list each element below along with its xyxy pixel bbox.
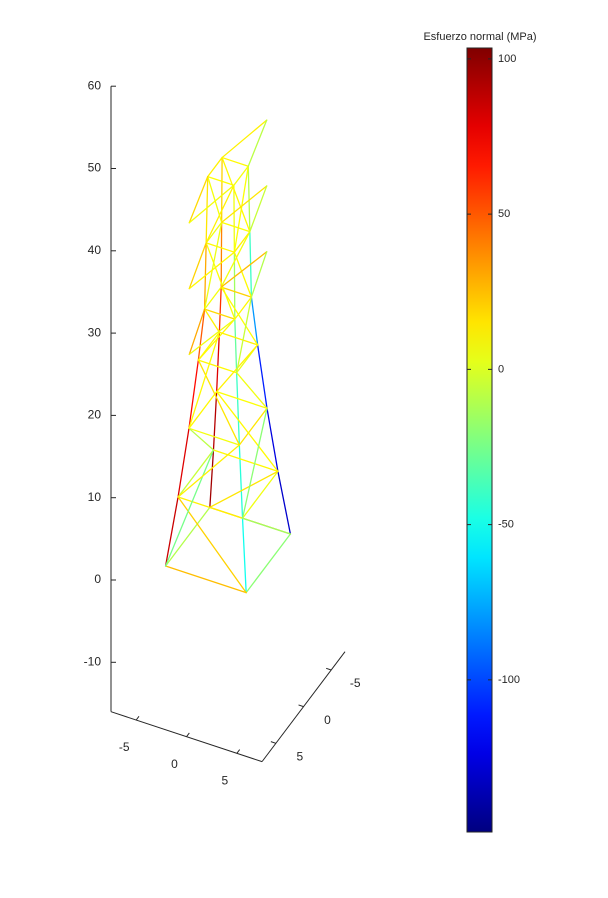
x-tick	[136, 716, 139, 720]
member	[219, 332, 257, 345]
colorbar-tick-label: -50	[498, 519, 514, 531]
member	[222, 120, 267, 157]
member	[213, 392, 216, 450]
y-tick-label: 5	[297, 749, 304, 763]
member	[243, 518, 247, 592]
member	[189, 428, 213, 450]
member	[243, 518, 291, 534]
y-tick-label: -5	[350, 676, 361, 690]
colorbar-label: Esfuerzo normal (MPa)	[423, 31, 536, 43]
y-tick	[271, 742, 276, 744]
member	[178, 445, 239, 497]
member	[206, 243, 234, 252]
member	[222, 158, 248, 167]
x-tick-label: 5	[222, 773, 229, 787]
x-tick-label: 0	[171, 757, 178, 771]
colorbar-tick-label: 0	[498, 363, 504, 375]
member	[239, 445, 242, 518]
z-tick-label: 30	[88, 325, 102, 339]
member	[178, 450, 213, 497]
member	[267, 408, 278, 471]
colorbar-tick-label: 100	[498, 53, 516, 65]
member	[246, 534, 290, 593]
colorbar	[467, 48, 492, 832]
z-tick-label: -10	[84, 654, 102, 668]
member	[205, 222, 222, 309]
z-tick-label: 50	[88, 161, 102, 175]
z-tick-label: 60	[88, 78, 102, 92]
member	[198, 319, 234, 360]
y-tick	[299, 705, 304, 707]
member	[166, 566, 247, 593]
member	[217, 392, 278, 472]
member	[222, 222, 250, 231]
x-tick	[237, 750, 240, 754]
member	[251, 252, 266, 297]
member	[166, 497, 178, 566]
colorbar-tick-label: 50	[498, 208, 510, 220]
colorbar-tick-label: -100	[498, 674, 520, 686]
member	[189, 319, 235, 354]
member	[219, 287, 221, 332]
z-tick-label: 40	[88, 243, 102, 257]
z-tick-label: 0	[94, 572, 101, 586]
z-tick-label: 10	[88, 490, 102, 504]
member	[178, 428, 189, 497]
member	[237, 373, 240, 445]
member	[213, 450, 277, 471]
member	[208, 177, 222, 223]
x-tick-label: -5	[119, 740, 130, 754]
y-tick-label: 0	[324, 713, 331, 727]
member	[166, 507, 210, 566]
member	[206, 185, 234, 243]
member	[235, 319, 237, 373]
member	[208, 158, 222, 177]
member	[166, 450, 214, 566]
z-tick-label: 20	[88, 408, 102, 422]
x-tick	[187, 733, 190, 737]
member	[278, 471, 290, 534]
member	[206, 177, 208, 243]
member	[210, 471, 278, 507]
y-tick	[326, 668, 331, 670]
member	[251, 297, 257, 345]
